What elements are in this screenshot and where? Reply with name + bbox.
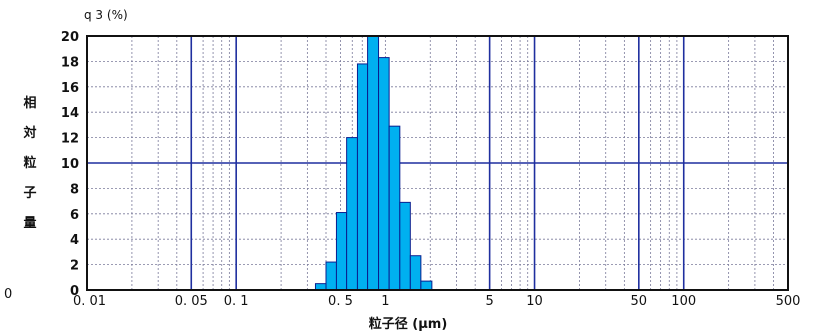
x-tick-label: 100: [671, 294, 696, 309]
x-tick-label: 0. 05: [175, 294, 208, 309]
ylabel-char: 粒: [23, 155, 36, 171]
x-axis-title: 粒子径 (μm): [369, 316, 448, 332]
y-tick-label: 6: [70, 208, 79, 223]
histogram-bar: [356, 63, 369, 291]
ylabel-char: 相: [23, 95, 36, 111]
histogram-bar: [388, 125, 401, 291]
x-tick-labels: 0. 01 0. 05 0. 1 0. 5 1 5 10 50 100 500: [73, 294, 800, 309]
histogram-bar: [378, 57, 390, 291]
histogram-bar: [409, 255, 422, 291]
y-tick-label: 0: [70, 284, 79, 299]
y-tick-label: 8: [70, 182, 79, 197]
y-tick-label: 20: [61, 30, 79, 45]
y-tick-label: 12: [61, 132, 79, 147]
x-tick-label: 5: [485, 294, 493, 309]
top-label: q 3 (%): [84, 8, 128, 22]
y-tick-label: 18: [61, 55, 79, 70]
histogram-bar: [346, 137, 358, 291]
y-tick-label: 16: [61, 81, 79, 96]
histogram-bar: [420, 280, 433, 291]
x-tick-label: 50: [631, 294, 648, 309]
y-tick-label: 14: [61, 106, 79, 121]
x-tick-label: 500: [776, 294, 801, 309]
histogram-bar: [335, 212, 348, 291]
major-grid: [87, 36, 788, 290]
left-edge-text: 0: [4, 287, 12, 302]
ylabel-char: 量: [23, 216, 36, 231]
histogram-bar: [325, 261, 337, 291]
y-tick-label: 2: [70, 259, 79, 274]
ylabel-char: 対: [22, 125, 36, 141]
plot-frame: [86, 35, 789, 291]
minor-grid: [87, 36, 788, 290]
x-tick-label: 0. 5: [328, 294, 353, 309]
histogram-bar: [367, 35, 380, 291]
x-tick-label: 0. 1: [224, 294, 249, 309]
x-tick-label: 10: [526, 294, 543, 309]
y-tick-label: 10: [61, 157, 79, 172]
x-tick-label: 1: [381, 294, 389, 309]
y-tick-labels: 0 2 4 6 8 10 12 14 16 18 20: [61, 30, 79, 299]
y-tick-label: 4: [70, 233, 79, 248]
x-tick-label: 0. 01: [73, 294, 106, 309]
histogram-bar: [399, 201, 411, 291]
ylabel-char: 子: [23, 186, 36, 201]
